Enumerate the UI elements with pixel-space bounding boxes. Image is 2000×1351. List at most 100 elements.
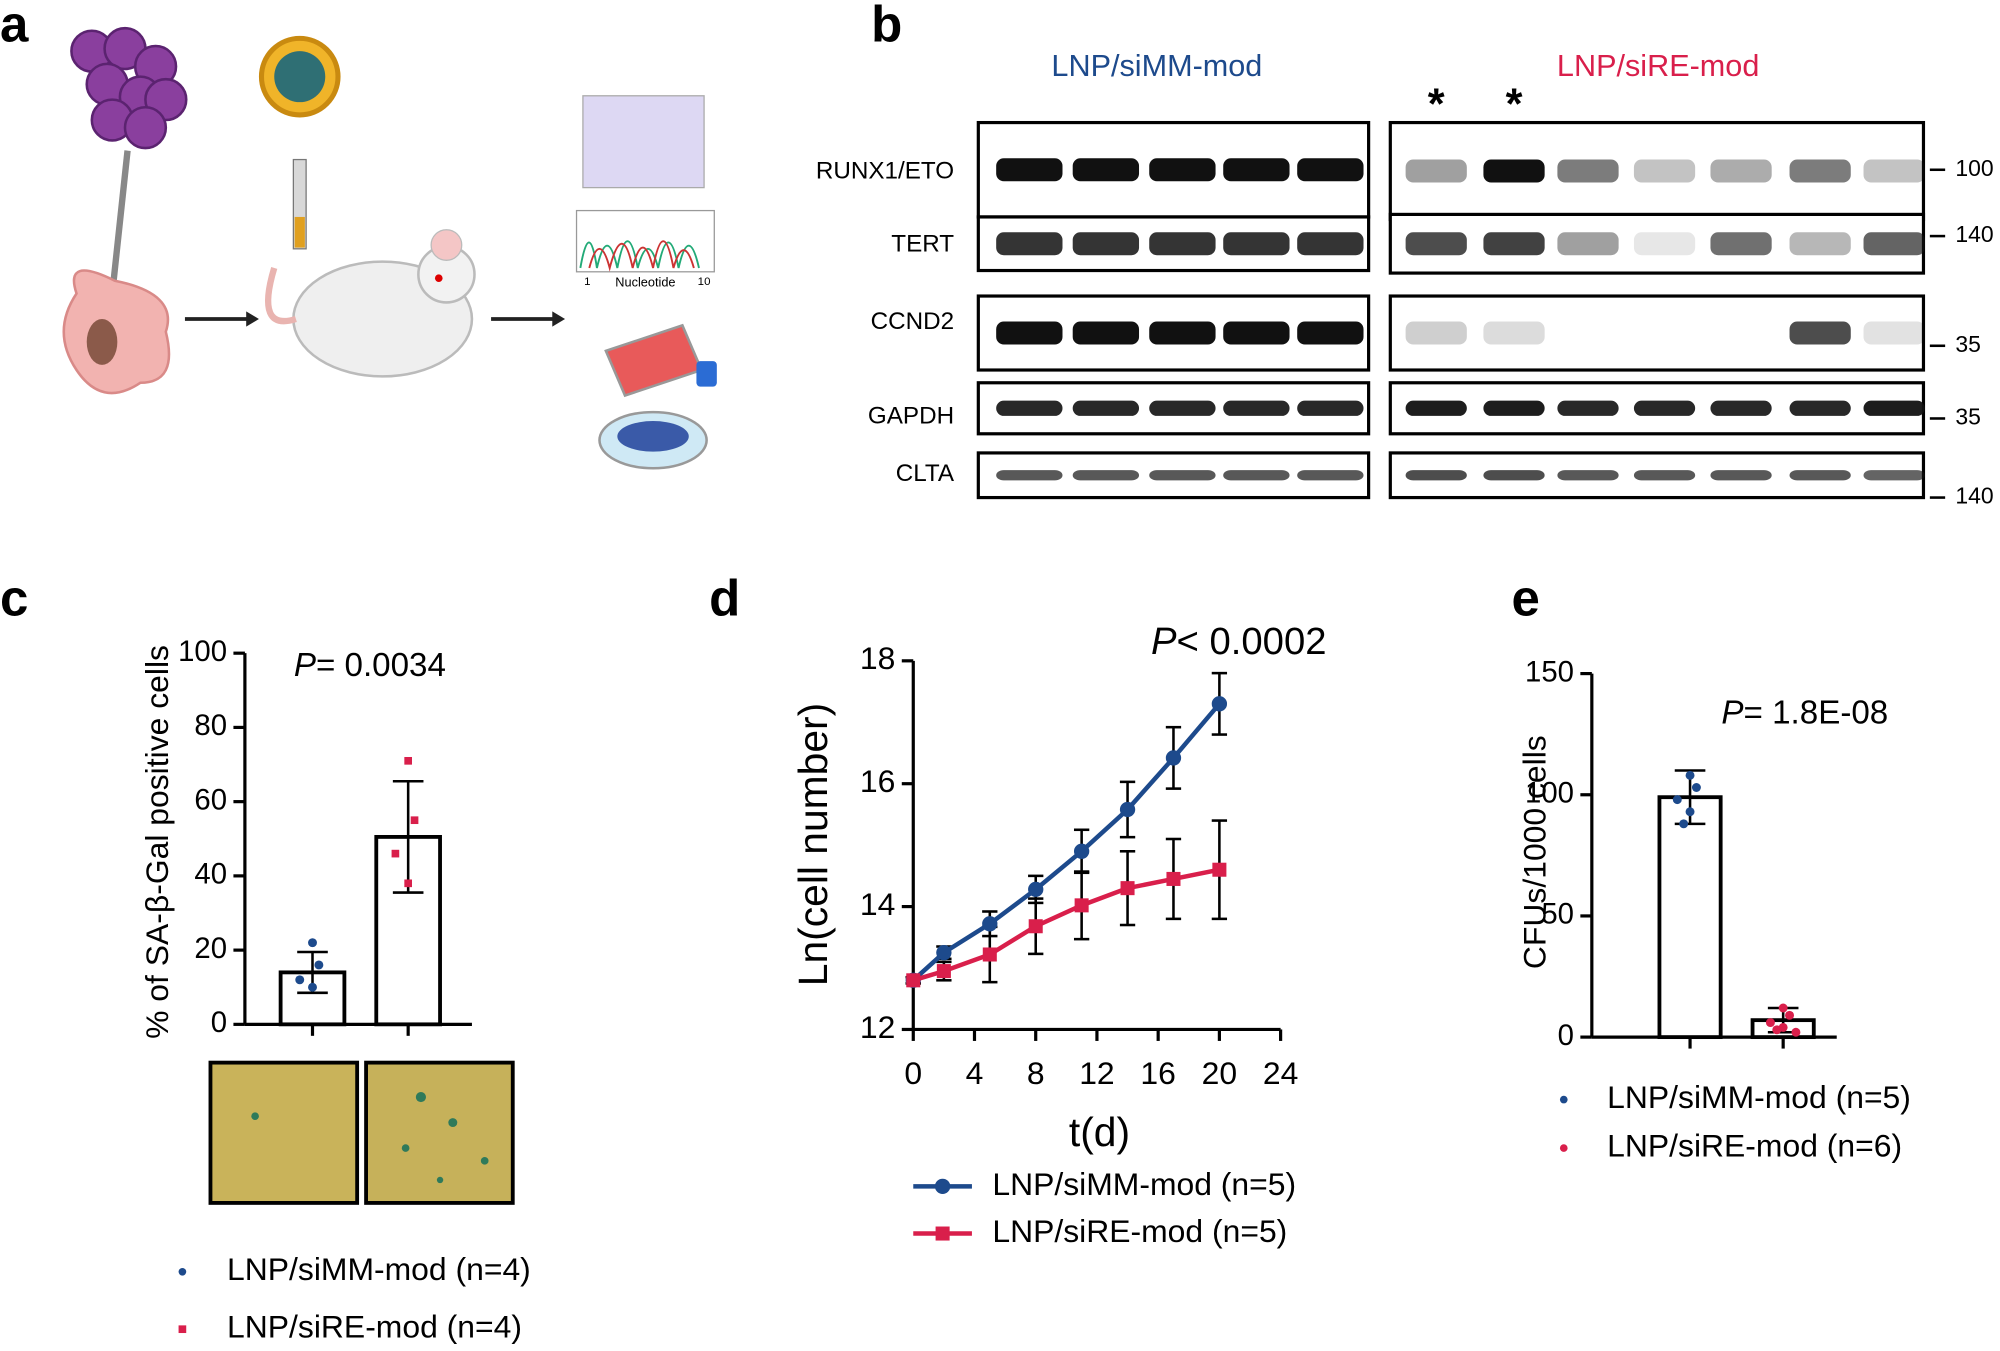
band <box>1557 232 1619 256</box>
band <box>1557 470 1619 481</box>
protein-label: CCND2 <box>871 308 954 335</box>
marker <box>1772 1025 1782 1035</box>
group-label: LNP/siMM-mod <box>1051 49 1262 83</box>
marker <box>1778 1003 1788 1013</box>
band <box>996 232 1063 256</box>
p-text: < 0.0002 <box>1177 620 1327 663</box>
band <box>1863 321 1925 345</box>
band <box>1297 400 1364 416</box>
legend-label: LNP/siRE-mod (n=4) <box>227 1309 522 1345</box>
y-tick-label: 14 <box>860 886 895 922</box>
mouse-ear <box>430 229 463 261</box>
marker <box>1685 807 1695 817</box>
y-axis-label: % of SA-β-Gal positive cells <box>139 645 175 1039</box>
nanoparticle-core <box>274 51 326 103</box>
marker <box>1028 881 1044 898</box>
marker <box>391 849 400 858</box>
legend-label: LNP/siMM-mod (n=4) <box>227 1251 531 1287</box>
band <box>1405 470 1467 481</box>
marker <box>935 1226 950 1241</box>
marker <box>308 938 317 948</box>
marker <box>1785 1010 1795 1020</box>
marker <box>308 982 317 992</box>
y-tick-label: 100 <box>178 635 227 668</box>
band <box>1072 321 1140 345</box>
band <box>1633 400 1696 416</box>
marker <box>404 879 412 888</box>
panel-label: d <box>709 570 740 627</box>
p-symbol: P <box>1721 694 1743 731</box>
band <box>1633 159 1696 183</box>
marker <box>1028 919 1043 934</box>
asterisk: * <box>1428 81 1445 129</box>
mw-label: 35 <box>1955 404 1981 430</box>
band <box>1405 159 1467 183</box>
panel-label: e <box>1511 570 1539 627</box>
band <box>1483 159 1545 183</box>
illustration: 1 Nucleotide 10 <box>62 26 717 470</box>
series-line <box>912 867 1220 983</box>
marker <box>936 945 952 961</box>
y-tick-label: 0 <box>1558 1019 1574 1052</box>
band <box>1072 400 1140 416</box>
band <box>1297 232 1364 256</box>
band <box>1863 400 1925 416</box>
micrographs <box>208 1060 515 1205</box>
band <box>1072 470 1140 481</box>
marker <box>1791 1027 1801 1037</box>
legend-label: LNP/siRE-mod (n=5) <box>992 1213 1287 1249</box>
band <box>1710 232 1772 256</box>
marker <box>1120 881 1135 896</box>
y-axis-label: Ln(cell number) <box>790 703 836 986</box>
x-tick-label: 24 <box>1263 1055 1298 1091</box>
band <box>1405 232 1467 256</box>
protein-label: TERT <box>891 230 954 257</box>
marker <box>404 756 412 765</box>
p-value: P= 0.0034 <box>294 647 446 684</box>
x-axis-label: t(d) <box>1069 1109 1130 1155</box>
band <box>1863 232 1925 256</box>
band <box>1149 400 1216 416</box>
marker <box>1074 898 1089 913</box>
band <box>1223 321 1290 345</box>
band <box>1405 321 1467 345</box>
marker <box>314 960 324 970</box>
band <box>1789 400 1851 416</box>
band <box>1710 159 1772 183</box>
marker <box>1165 750 1182 766</box>
y-axis-label: CFUs/1000 cells <box>1516 735 1552 969</box>
p-symbol: P <box>1151 620 1177 663</box>
x-tick-label: 4 <box>966 1055 984 1091</box>
arrow-heads <box>246 311 566 327</box>
panel-label: a <box>0 0 29 53</box>
band <box>1710 470 1772 481</box>
band <box>1149 470 1216 481</box>
band <box>1863 159 1925 183</box>
x-tick-label: 20 <box>1202 1055 1237 1091</box>
y-tick-label: 0 <box>211 1006 227 1039</box>
y-tick-label: 18 <box>860 640 895 676</box>
panel-label: c <box>0 570 28 627</box>
band <box>1557 400 1619 416</box>
marker <box>178 1325 187 1334</box>
band <box>1149 158 1216 182</box>
marker <box>906 973 921 988</box>
marker <box>1765 1018 1775 1028</box>
band <box>1297 470 1364 481</box>
marker <box>934 1178 951 1194</box>
panel-label: b <box>871 0 902 53</box>
band <box>1149 321 1216 345</box>
band <box>1789 321 1851 345</box>
marker <box>1211 696 1228 712</box>
marker <box>1679 819 1689 829</box>
y-tick-label: 150 <box>1525 655 1574 688</box>
marker <box>1212 862 1227 877</box>
marker <box>1166 871 1181 886</box>
protein-label: RUNX1/ETO <box>816 158 954 185</box>
flask-cap <box>696 361 717 387</box>
band <box>1789 159 1851 183</box>
band <box>1557 159 1619 183</box>
marker <box>295 975 305 985</box>
band <box>1789 232 1851 256</box>
